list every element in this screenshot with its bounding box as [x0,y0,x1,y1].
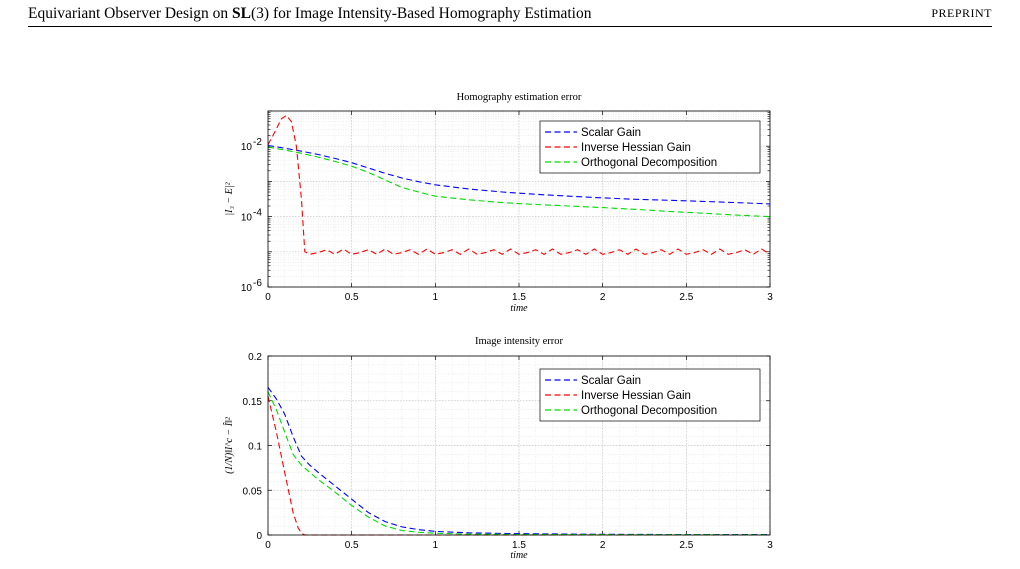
chart-title: Homography estimation error [457,92,582,103]
legend-entry: Inverse Hessian Gain [581,390,691,402]
x-tick-label: 0 [265,292,271,303]
y-tick-exponent: -2 [253,137,262,148]
preprint-label: PREPRINT [931,6,992,20]
x-tick-label: 0 [265,540,271,551]
y-axis-label: |I₃ − E|² [224,181,235,215]
axes-frame [267,110,771,288]
y-tick-label: 0 [256,531,262,542]
running-title-group: SL [232,5,251,22]
legend-entry: Inverse Hessian Gain [581,142,691,154]
x-tick-label: 1.5 [512,540,526,551]
legend-entry: Orthogonal Decomposition [581,405,717,417]
y-tick-label: 10 [241,213,253,224]
running-title: Equivariant Observer Design on SL(3) for… [28,5,592,23]
x-axis-label: time [510,303,528,314]
y-tick-label: 0.2 [248,352,262,363]
legend: Scalar Gain Inverse Hessian Gain Orthogona… [539,120,761,174]
axes-frame [267,355,771,536]
series-line-3 [267,146,771,218]
header-divider [28,26,992,27]
x-tick-label: 1 [433,292,439,303]
legend-entry: Scalar Gain [581,127,641,139]
y-axis-label: (1/N)‖I^c − Î‖² [223,416,235,474]
chart-panel-2: 0 0.5 1 1.5 2 2.5 3 0 0.05 0.1 0.15 0.2 Image intens… [223,336,773,561]
y-tick-exponent: -4 [253,208,262,219]
x-tick-label: 3 [767,540,773,551]
x-tick-label: 0.5 [345,540,359,551]
page-header: Equivariant Observer Design on SL(3) for… [28,0,992,26]
y-tick-label: 10 [241,142,253,153]
legend: Scalar Gain Inverse Hessian Gain Orthogona… [539,368,761,422]
series-line-1 [267,386,770,536]
x-tick-label: 3 [767,292,773,303]
y-tick-label: 10 [241,283,253,294]
x-tick-label: 2.5 [679,540,693,551]
chart-title: Image intensity error [475,336,564,347]
x-tick-label: 0.5 [345,292,359,303]
x-tick-label: 1 [433,540,439,551]
legend-entry: Orthogonal Decomposition [581,157,717,169]
series-line-3 [267,391,771,536]
x-tick-label: 2 [600,540,606,551]
y-tick-exponent: -6 [253,278,262,289]
series-line-1 [267,144,771,205]
series-line-2 [267,114,771,255]
x-tick-label: 1.5 [512,292,526,303]
x-tick-label: 2.5 [679,292,693,303]
running-title-group-arg: (3) [251,5,270,22]
y-tick-label: 0.05 [243,486,263,497]
x-tick-label: 2 [600,292,606,303]
running-title-prefix: Equivariant Observer Design on [28,5,233,22]
running-title-suffix: for Image Intensity-Based Homography Est… [269,5,592,22]
y-tick-label: 0.1 [248,442,262,453]
x-axis-label: time [510,550,528,561]
y-tick-label: 0.15 [243,397,263,408]
legend-entry: Scalar Gain [581,375,641,387]
